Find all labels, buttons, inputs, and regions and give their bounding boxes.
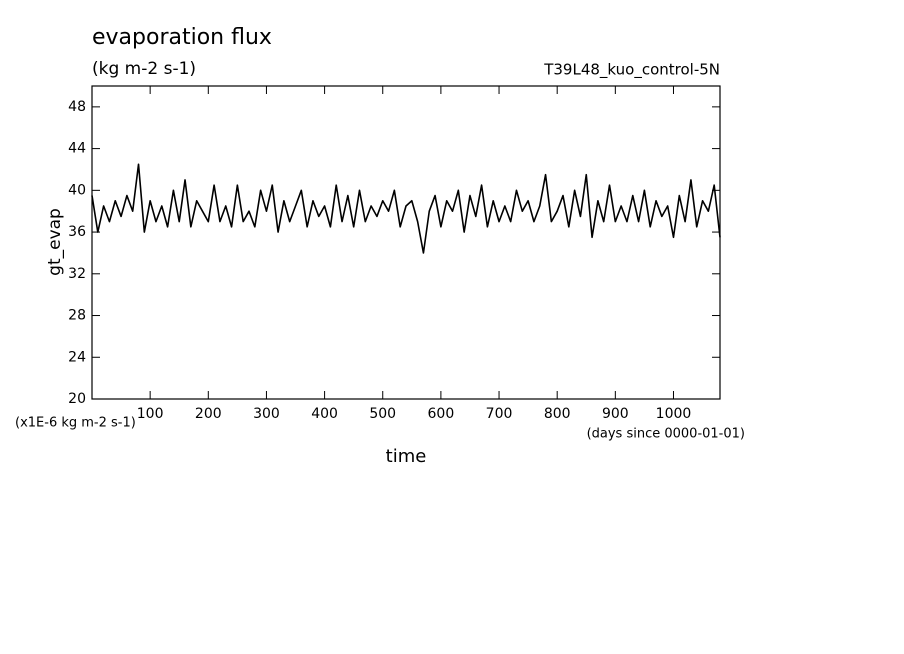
- y-tick-label: 48: [68, 99, 86, 115]
- subtitle: (kg m-2 s-1): [92, 59, 196, 79]
- x-tick-label: 700: [486, 406, 513, 422]
- x-units: (days since 0000-01-01): [587, 427, 745, 442]
- plot-frame: [91, 85, 721, 400]
- x-tick-label: 1000: [656, 406, 692, 422]
- y-tick-label: 32: [68, 266, 86, 282]
- x-tick-label: 900: [602, 406, 629, 422]
- y-axis-label: gt_evap: [45, 208, 65, 276]
- y-tick-label: 40: [68, 182, 86, 198]
- data-line: [91, 163, 721, 254]
- chart-title: evaporation flux: [92, 25, 272, 50]
- y-tick-label: 36: [68, 224, 86, 240]
- x-tick-label: 300: [253, 406, 280, 422]
- x-tick-label: 500: [369, 406, 396, 422]
- run-label: T39L48_kuo_control-5N: [543, 61, 720, 80]
- x-tick-label: 200: [195, 406, 222, 422]
- x-tick-label: 400: [311, 406, 338, 422]
- y-tick-label: 24: [68, 349, 86, 365]
- x-axis-label: time: [386, 446, 427, 467]
- x-tick-label: 600: [428, 406, 455, 422]
- y-tick-label: 28: [68, 308, 86, 324]
- y-tick-label: 44: [68, 141, 86, 157]
- y-tick-label: 20: [68, 391, 86, 407]
- y-units: (x1E-6 kg m-2 s-1): [15, 416, 136, 431]
- x-tick-label: 800: [544, 406, 571, 422]
- x-tick-label: 100: [137, 406, 164, 422]
